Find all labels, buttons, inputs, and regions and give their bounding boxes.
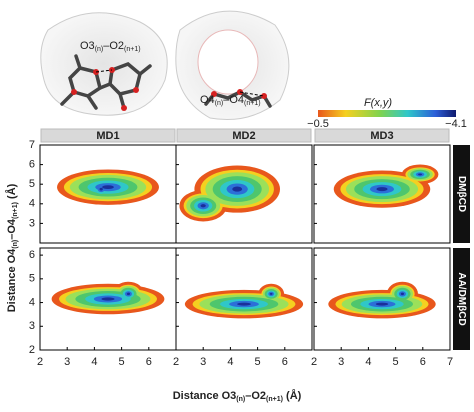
x-tick-label: 6 — [420, 356, 426, 368]
density-region — [418, 173, 423, 176]
x-tick-label: 5 — [393, 356, 399, 368]
y-tick-label: 7 — [29, 139, 35, 151]
density-region — [200, 204, 206, 208]
bond-label: O3(n)–O2(n+1) — [80, 40, 141, 53]
bond-label: O4(n)–O4(n+1) — [200, 94, 261, 107]
x-tick-label: 3 — [200, 356, 206, 368]
y-tick-label: 3 — [29, 217, 35, 229]
density-region — [126, 292, 131, 296]
column-header-label: MD1 — [96, 130, 119, 142]
density-region — [400, 292, 405, 296]
x-tick-label: 3 — [338, 356, 344, 368]
contour-panel — [179, 165, 280, 222]
molecule-right — [175, 10, 290, 121]
column-header — [314, 128, 450, 143]
density-region — [376, 187, 388, 192]
colorbar-label: F(x,y) — [364, 97, 392, 109]
y-axis-title: Distance O4(n)–O4(n+1) (Å) — [5, 183, 19, 312]
density-region — [232, 186, 243, 192]
x-tick-label: 5 — [119, 356, 125, 368]
x-tick-label: 2 — [37, 356, 43, 368]
panel-frame — [175, 144, 313, 244]
contour-panel — [328, 281, 436, 319]
x-tick-label: 4 — [227, 356, 233, 368]
panel-frame — [313, 247, 451, 351]
density-region — [99, 187, 103, 191]
x-tick-label: 6 — [146, 356, 152, 368]
column-header — [40, 128, 176, 143]
y-tick-label: 6 — [29, 159, 35, 171]
row-header-label: AA/DMβCD — [456, 272, 467, 325]
y-tick-label: 2 — [29, 344, 35, 356]
row-header — [453, 248, 470, 350]
x-tick-label: 3 — [64, 356, 70, 368]
density-region — [375, 302, 389, 306]
panel-frame — [175, 247, 313, 351]
x-tick-label: 6 — [282, 356, 288, 368]
y-tick-label: 5 — [29, 178, 35, 190]
column-header — [176, 128, 312, 143]
x-axis-title: Distance O3(n)–O2(n+1) (Å) — [173, 389, 302, 403]
colorbar-tick-label: −4.1 — [445, 118, 467, 130]
y-tick-label: 3 — [29, 320, 35, 332]
x-tick-label: 7 — [447, 356, 453, 368]
density-region — [101, 297, 115, 301]
contour-panel — [57, 169, 159, 205]
colorbar-tick-label: −0.5 — [307, 118, 329, 130]
density-region — [102, 185, 114, 190]
x-tick-label: 2 — [311, 356, 317, 368]
x-tick-label: 5 — [255, 356, 261, 368]
row-header — [453, 145, 470, 243]
panel-frame — [313, 144, 451, 244]
colorbar — [318, 110, 456, 117]
molecule-left — [40, 12, 168, 116]
contour-panel — [184, 283, 304, 319]
x-tick-label: 2 — [173, 356, 179, 368]
contour-panel — [51, 281, 165, 315]
column-header-label: MD3 — [370, 130, 393, 142]
y-tick-label: 5 — [29, 273, 35, 285]
contour-panel — [333, 164, 439, 208]
y-tick-label: 6 — [29, 249, 35, 261]
density-region — [269, 292, 273, 295]
row-header-label: DMβCD — [456, 176, 467, 212]
x-tick-label: 4 — [91, 356, 97, 368]
column-header-label: MD2 — [232, 130, 255, 142]
density-region — [237, 302, 251, 306]
y-tick-label: 4 — [29, 198, 35, 210]
x-tick-label: 4 — [365, 356, 371, 368]
y-tick-label: 4 — [29, 296, 35, 308]
